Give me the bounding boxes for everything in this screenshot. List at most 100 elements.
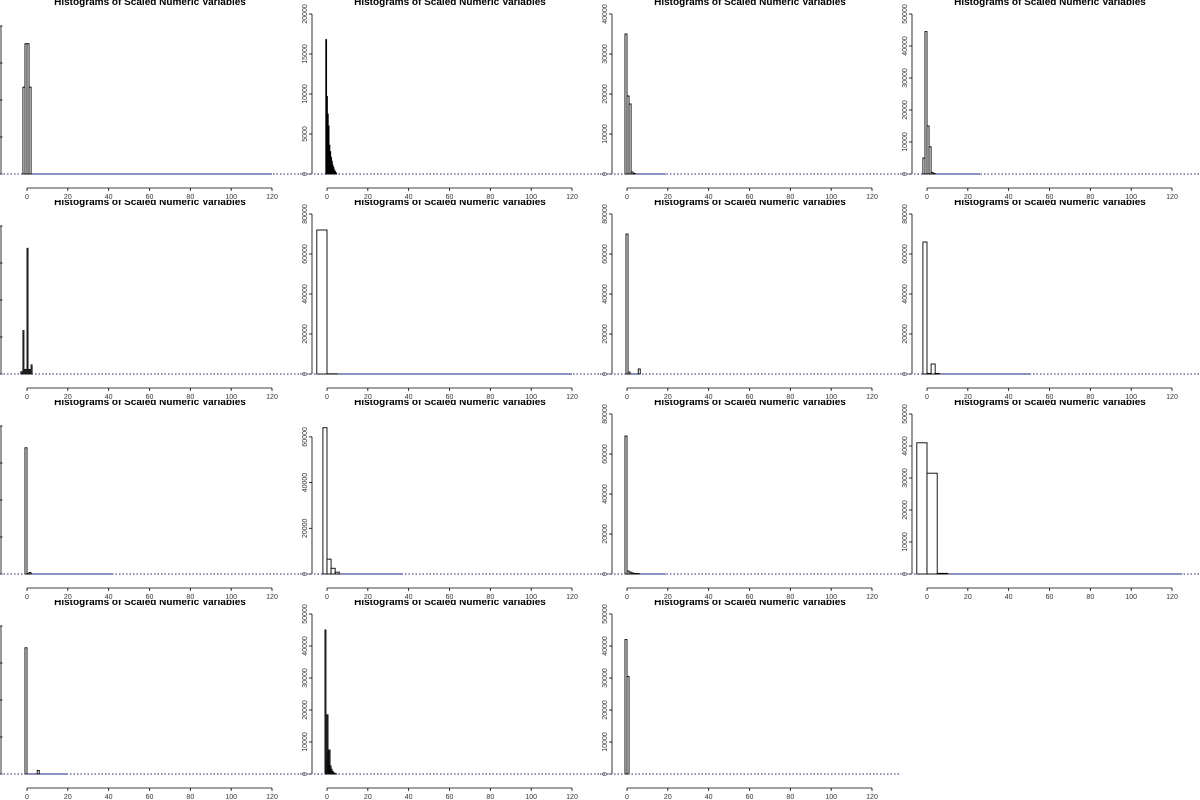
histogram-plot: 0 20 40 60 80 100 120 — [0, 425, 300, 600]
histogram-bar — [626, 675, 630, 775]
x-tick-label: 0 — [325, 594, 329, 600]
panel-title: Histograms of Scaled Numeric Variables — [954, 400, 1146, 408]
x-tick-label: 20 — [664, 194, 672, 200]
y-tick-label: 80000 — [602, 204, 609, 224]
histogram-bar — [28, 572, 32, 575]
x-tick-label: 40 — [105, 194, 113, 200]
histogram-bar — [926, 472, 938, 575]
y-tick-label: 10000 — [302, 84, 309, 104]
x-tick-label: 100 — [525, 394, 537, 400]
y-tick-label: 60000 — [302, 244, 309, 264]
x-tick-label: 40 — [105, 794, 113, 800]
x-tick-label: 0 — [25, 594, 29, 600]
y-tick-label: 30000 — [602, 44, 609, 64]
histogram-panel: Histograms of Scaled Numeric Variables 0 1… — [300, 600, 600, 800]
y-tick-label: 20000 — [602, 84, 609, 104]
x-tick-label: 60 — [146, 594, 154, 600]
y-tick-label: 40000 — [902, 36, 909, 56]
x-tick-label: 100 — [1125, 394, 1137, 400]
histogram-plot: 0 10000 20000 30000 40000 0 20 40 60 80 100 120 — [600, 4, 900, 200]
histogram-bar — [36, 769, 40, 775]
y-tick-label: 0 — [902, 572, 909, 576]
x-tick-label: 100 — [1125, 194, 1137, 200]
x-tick-label: 80 — [786, 394, 794, 400]
panel-title: Histograms of Scaled Numeric Variables — [654, 0, 846, 8]
histogram-bar — [628, 103, 632, 175]
x-tick-label: 60 — [446, 194, 454, 200]
y-tick-label: 20000 — [902, 100, 909, 120]
histogram-plot: 0 5000 10000 15000 20000 0 20 40 60 80 100 120 — [300, 4, 600, 200]
histogram-panel: Histograms of Scaled Numeric Variables 0 1… — [600, 600, 900, 800]
panel-title: Histograms of Scaled Numeric Variables — [954, 0, 1146, 8]
histogram-bar — [28, 86, 32, 175]
y-tick-label: 5000 — [302, 126, 309, 142]
histogram-bar — [624, 435, 628, 575]
x-tick-label: 20 — [364, 594, 372, 600]
x-tick-label: 60 — [146, 794, 154, 800]
x-tick-label: 0 — [625, 794, 629, 800]
panel-title: Histograms of Scaled Numeric Variables — [54, 600, 246, 608]
histogram-bar — [326, 714, 329, 775]
x-tick-label: 60 — [446, 594, 454, 600]
x-tick-label: 100 — [225, 594, 237, 600]
x-tick-label: 40 — [705, 194, 713, 200]
x-tick-label: 40 — [405, 394, 413, 400]
histogram-panel: Histograms of Scaled Numeric Variables 0 1… — [900, 400, 1200, 600]
histogram-bar — [934, 372, 940, 375]
x-tick-label: 100 — [1125, 594, 1137, 600]
x-tick-label: 20 — [64, 594, 72, 600]
histogram-panel: Histograms of Scaled Numeric Variables 0 2… — [0, 0, 300, 200]
y-tick-label: 30000 — [302, 668, 309, 688]
y-tick-label: 80000 — [602, 404, 609, 424]
x-tick-label: 120 — [566, 394, 578, 400]
x-tick-label: 20 — [64, 394, 72, 400]
x-tick-label: 80 — [486, 794, 494, 800]
x-tick-label: 0 — [625, 594, 629, 600]
histogram-bar — [20, 371, 23, 375]
x-tick-label: 100 — [525, 594, 537, 600]
y-tick-label: 40000 — [902, 436, 909, 456]
panel-title: Histograms of Scaled Numeric Variables — [654, 400, 846, 408]
histogram-panel: Histograms of Scaled Numeric Variables 0 1… — [900, 0, 1200, 200]
y-tick-label: 30000 — [902, 68, 909, 88]
y-tick-label: 30000 — [602, 668, 609, 688]
histogram-plot: 0 10000 20000 30000 40000 50000 0 20 40 60 80 100 12… — [600, 604, 900, 800]
y-tick-label: 10000 — [902, 532, 909, 552]
x-tick-label: 0 — [25, 194, 29, 200]
x-tick-label: 20 — [964, 194, 972, 200]
x-tick-label: 20 — [664, 594, 672, 600]
x-tick-label: 0 — [925, 394, 929, 400]
x-tick-label: 20 — [64, 794, 72, 800]
x-tick-label: 100 — [225, 394, 237, 400]
x-tick-label: 80 — [486, 394, 494, 400]
panel-title: Histograms of Scaled Numeric Variables — [54, 200, 246, 208]
y-tick-label: 20000 — [902, 500, 909, 520]
x-tick-label: 60 — [746, 394, 754, 400]
x-tick-label: 40 — [1005, 194, 1013, 200]
x-tick-label: 0 — [625, 194, 629, 200]
histogram-panel: Histograms of Scaled Numeric Variables 0 2… — [600, 400, 900, 600]
x-tick-label: 80 — [1086, 194, 1094, 200]
x-tick-label: 0 — [325, 394, 329, 400]
histogram-bar — [924, 31, 928, 175]
histogram-bar — [928, 146, 932, 175]
x-tick-label: 80 — [186, 394, 194, 400]
histogram-plot: 0 20000 40000 60000 80000 0 20 40 60 80 100 120 — [300, 204, 600, 400]
x-tick-label: 0 — [25, 794, 29, 800]
y-tick-label: 40000 — [602, 4, 609, 24]
histogram-bar — [334, 571, 340, 575]
x-tick-label: 120 — [566, 194, 578, 200]
histogram-panel: Histograms of Scaled Numeric Variables 0 5… — [300, 0, 600, 200]
x-tick-label: 80 — [1086, 394, 1094, 400]
panel-title: Histograms of Scaled Numeric Variables — [654, 600, 846, 608]
histogram-bar — [625, 233, 629, 375]
y-tick-label: 10000 — [902, 132, 909, 152]
histogram-plot: 0 20 40 60 80 100 120 — [0, 225, 300, 400]
x-tick-label: 120 — [566, 594, 578, 600]
y-tick-label: 20000 — [602, 324, 609, 344]
y-tick-label: 20000 — [602, 524, 609, 544]
histogram-panel: Histograms of Scaled Numeric Variables 0 2… — [0, 200, 300, 400]
y-tick-label: 0 — [602, 572, 609, 576]
histogram-bar — [627, 371, 631, 375]
x-tick-label: 60 — [446, 394, 454, 400]
